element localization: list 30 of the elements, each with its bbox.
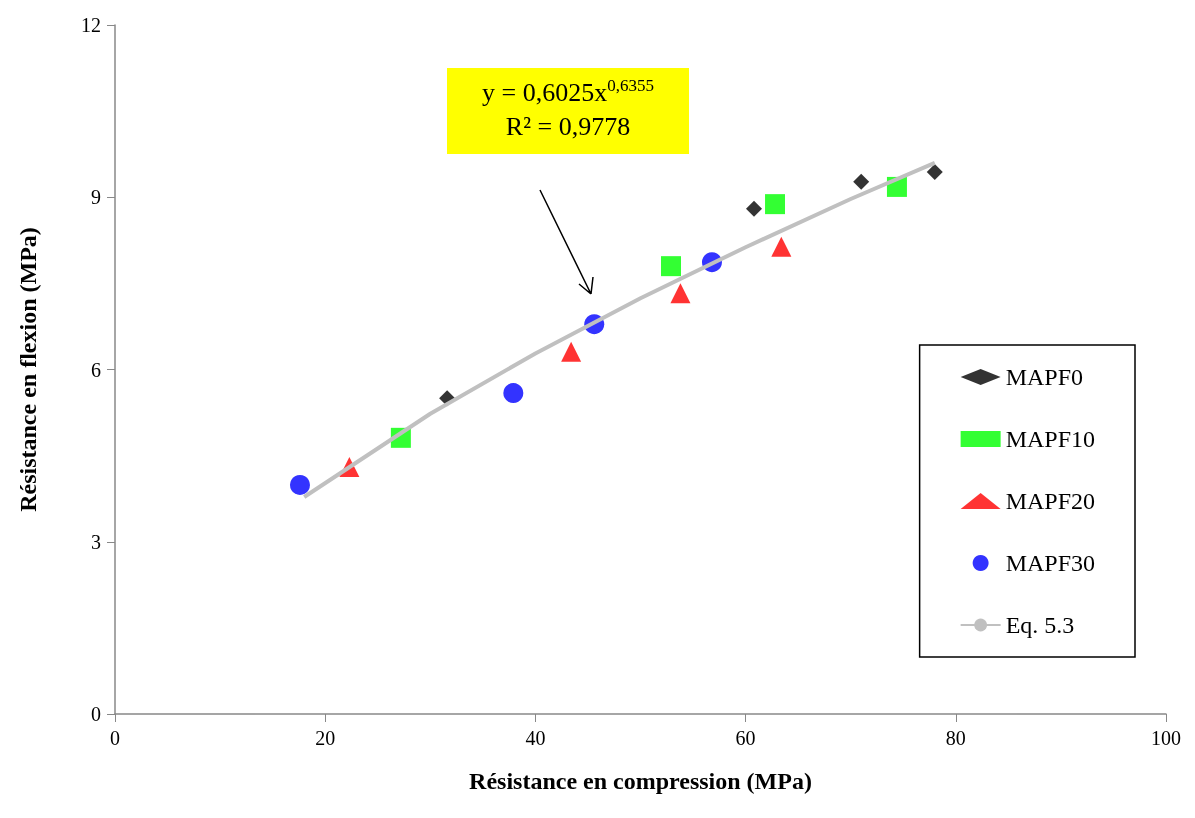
annotation: R² = 0,9778 [505,112,631,141]
x-tick-label: 60 [735,727,756,749]
x-tick-label: 40 [525,727,546,749]
point [561,341,582,362]
point [853,173,870,190]
legend-label: MAPF0 [1005,364,1084,390]
y-tick-label: 12 [81,14,101,36]
legend-label: MAPF20 [1005,488,1096,514]
legend-label: Eq. 5.3 [1005,612,1075,638]
point [746,200,763,217]
y-tick-label: 6 [91,358,101,381]
point [660,256,681,277]
y-axis-title: Résistance en flexion (MPa) [15,227,41,512]
point [771,236,792,257]
y-tick-label: 9 [91,186,101,209]
y-tick-label: 0 [91,703,101,725]
point [765,194,786,215]
x-tick-label: 100 [1151,727,1181,749]
point [503,383,524,404]
x-tick-label: 80 [945,727,966,749]
point [290,474,310,495]
y-tick-label: 3 [91,530,101,553]
x-tick-label: 20 [315,727,336,749]
x-tick-label: 0 [110,727,120,749]
legend-label: MAPF30 [1005,550,1096,576]
legend-label: MAPF10 [1005,426,1096,452]
point [926,163,943,180]
x-axis-title: Résistance en compression (MPa) [469,768,812,794]
annotation: y = 0,6025x$^{0,6355}$ [482,76,654,107]
point [670,283,691,304]
